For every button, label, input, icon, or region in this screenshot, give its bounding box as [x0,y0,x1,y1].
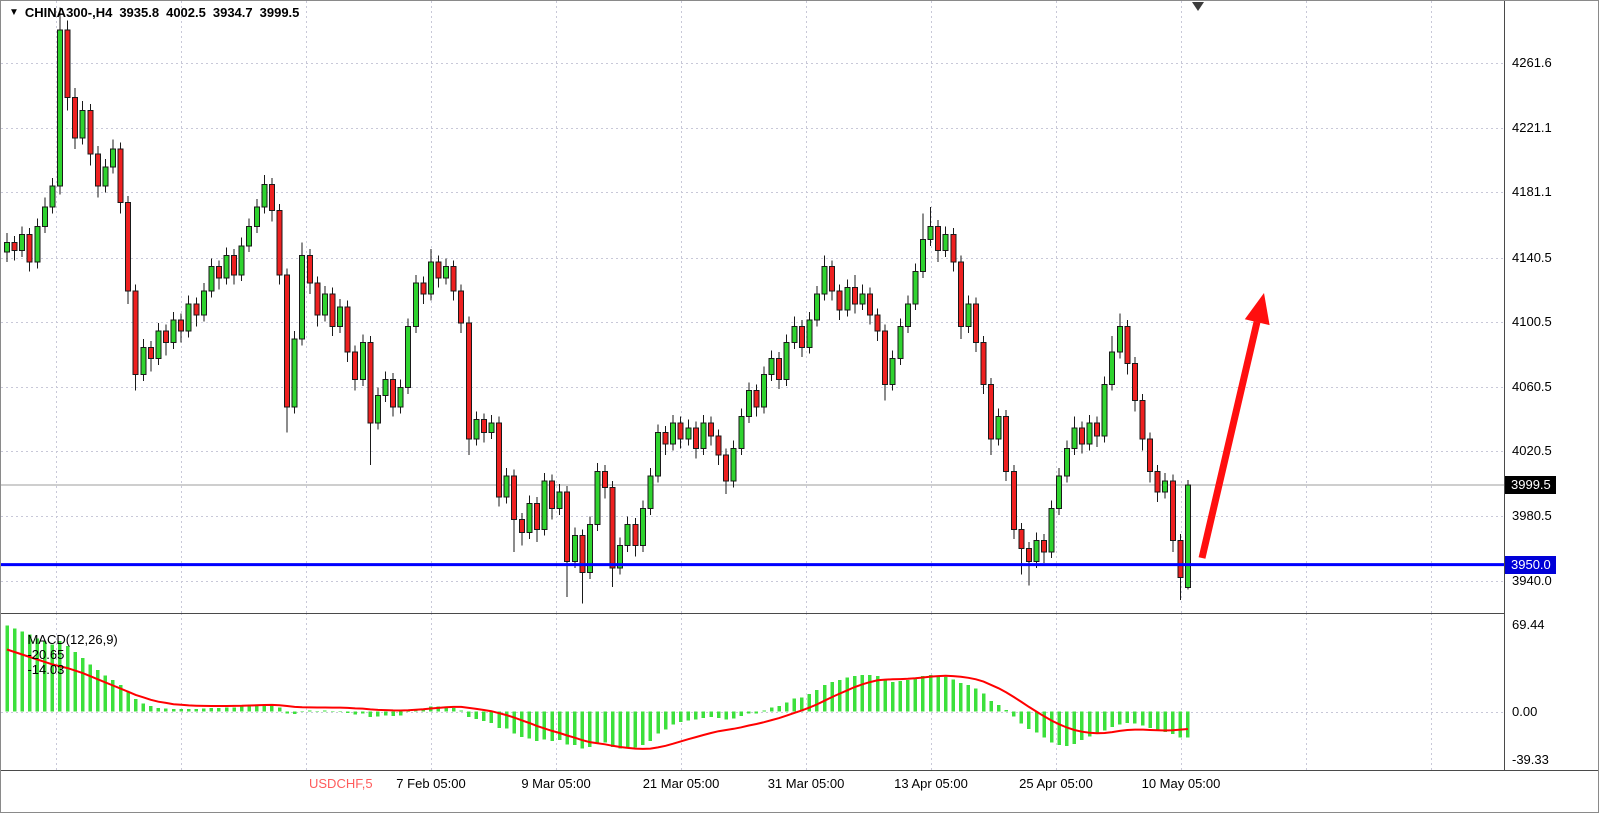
price-axis-label: 3940.0 [1512,572,1552,588]
macd-value: -20.65 [27,647,65,662]
candlestick-layer[interactable] [4,7,1191,604]
macd-histogram [5,625,1190,749]
time-axis-label: 21 Mar 05:00 [642,776,720,791]
ohlc-high: 4002.5 [166,5,206,20]
panel-separator[interactable] [1,770,1598,771]
price-axis-label: 4140.5 [1512,249,1552,265]
price-axis-label: 4100.5 [1512,314,1552,330]
price-axis-label: 3980.5 [1512,507,1552,523]
hline-price-badge: 3950.0 [1505,555,1556,574]
time-axis-label: 25 Apr 05:00 [1019,776,1093,791]
ohlc-low: 3934.7 [212,5,253,20]
macd-axis-label: 69.44 [1512,617,1545,633]
macd-indicator-name: MACD(12,26,9) [27,632,118,647]
macd-indicator-header: MACD(12,26,9) -20.65 -14.03 [8,617,118,692]
grid [1,1,1504,613]
macd-signal-line [6,648,1188,750]
chart-header: ▼ CHINA300-,H4 3935.8 4002.5 3934.7 3999… [9,5,299,20]
time-axis[interactable]: USDCHF,5 7 Feb 05:00 9 Mar 05:00 21 Mar 05… [1,771,1598,797]
time-axis-label: 13 Apr 05:00 [894,776,968,791]
background-window-title: USDCHF,5 [309,776,373,791]
symbol-dropdown-icon[interactable]: ▼ [9,7,19,18]
price-axis-label: 4181.1 [1512,184,1552,200]
macd-signal-value: -14.03 [27,662,65,677]
macd-panel-canvas[interactable] [1,613,1504,770]
bid-price-badge: 3999.5 [1505,475,1556,494]
price-axis[interactable]: 3999.5 3950.0 4261.6 4221.1 4181.1 4140.5 41… [1504,1,1598,770]
macd-axis-label: -39.33 [1512,752,1549,768]
macd-axis-label: 0.00 [1512,703,1538,719]
ohlc-open: 3935.8 [119,5,160,20]
chart-shift-marker-icon[interactable] [1192,2,1204,11]
time-axis-label: 31 Mar 05:00 [767,776,845,791]
price-axis-label: 4060.5 [1512,378,1552,394]
price-axis-label: 4261.6 [1512,54,1552,70]
time-axis-label: 10 May 05:00 [1141,776,1221,791]
ohlc-close: 3999.5 [259,5,300,20]
symbol-period-label: CHINA300-,H4 [24,5,113,20]
main-chart-canvas[interactable] [1,1,1504,613]
trend-arrow[interactable] [1198,293,1270,559]
time-axis-label: 9 Mar 05:00 [521,776,591,791]
panel-separator[interactable] [1,613,1598,614]
price-axis-label: 4221.1 [1512,120,1552,136]
price-axis-label: 4020.5 [1512,443,1552,459]
macd-grid [1,613,1504,770]
time-axis-label: 7 Feb 05:00 [396,776,466,791]
